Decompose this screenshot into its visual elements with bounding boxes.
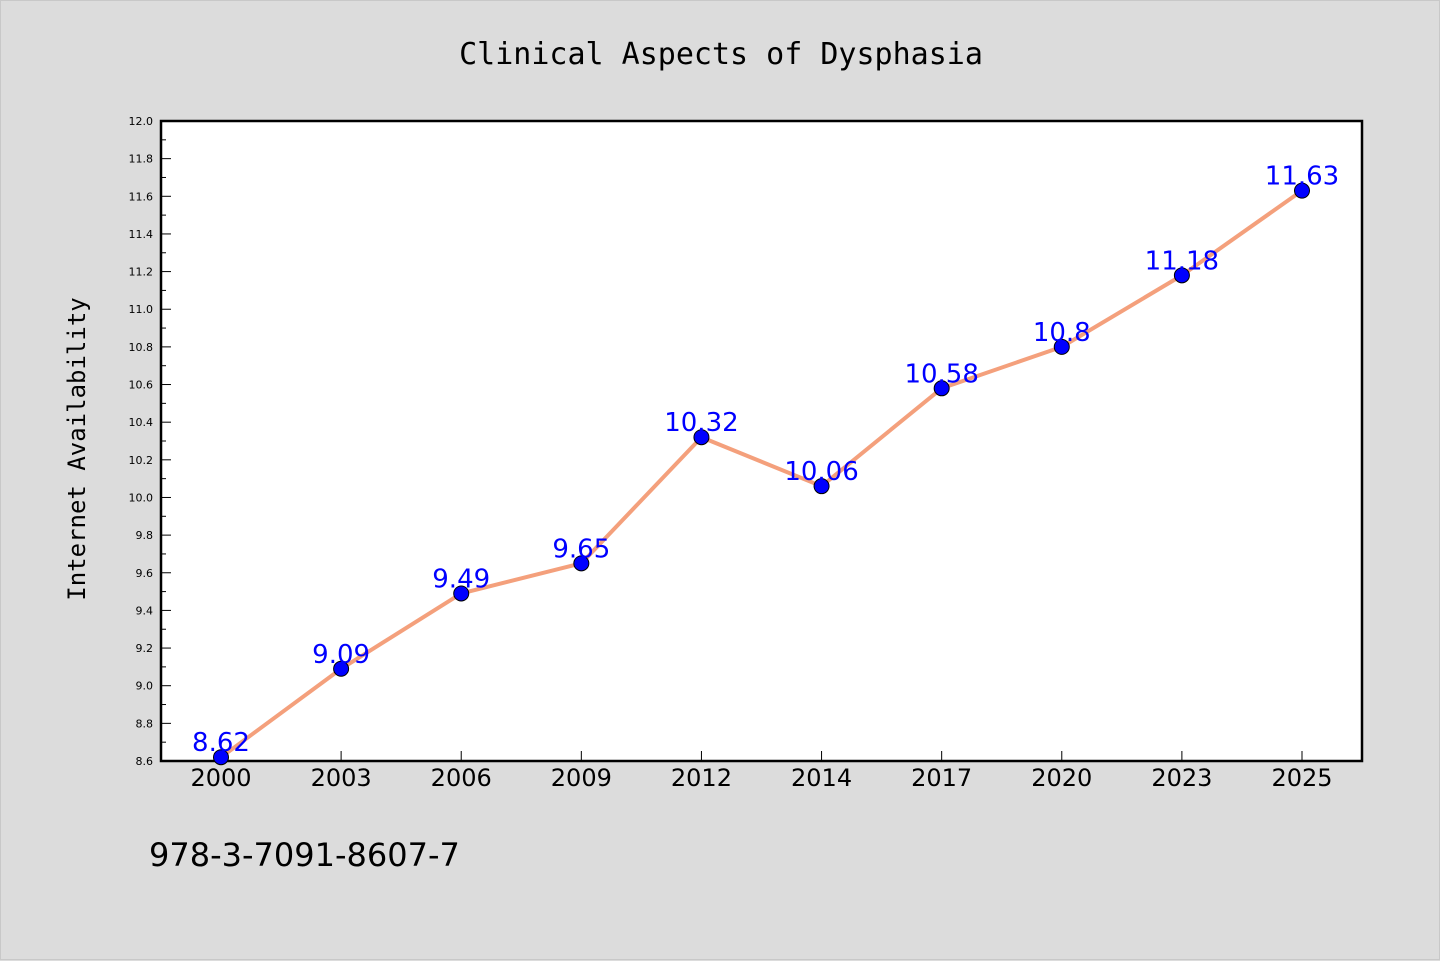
y-tick-label: 11.2 bbox=[129, 266, 154, 279]
data-point bbox=[933, 380, 950, 397]
y-tick-label: 10.0 bbox=[129, 491, 154, 504]
y-tick-label: 11.8 bbox=[129, 153, 154, 166]
y-tick-label: 10.6 bbox=[129, 379, 154, 392]
y-tick-label: 9.8 bbox=[136, 529, 154, 542]
data-label: 9.49 bbox=[432, 564, 490, 594]
y-tick-label: 10.8 bbox=[129, 341, 154, 354]
data-point bbox=[1294, 182, 1310, 199]
data-point bbox=[333, 660, 350, 677]
y-axis: 8.6 8.8 9.0 9.2 9.4 9.6 9.8 10.0 10.2 10.4 10.6 10.… bbox=[129, 115, 171, 768]
y-tick-label: 8.6 bbox=[136, 755, 154, 768]
y-tick-label: 9.6 bbox=[136, 567, 154, 580]
data-point bbox=[573, 555, 590, 572]
series-layer: 8.62 9.09 9.49 9.65 10.32 10.06 10.58 10.8 11.18… bbox=[192, 162, 1339, 766]
y-tick-label: 11.4 bbox=[129, 228, 154, 241]
data-point bbox=[213, 749, 229, 766]
y-tick-label: 9.4 bbox=[136, 604, 154, 617]
data-label: 10.8 bbox=[1033, 318, 1091, 348]
x-tick-label: 2003 bbox=[311, 764, 372, 792]
data-label: 10.58 bbox=[904, 359, 978, 389]
data-label: 11.18 bbox=[1145, 246, 1219, 276]
x-tick-label: 2000 bbox=[190, 764, 251, 792]
series-line bbox=[219, 189, 1304, 759]
y-tick-label: 11.6 bbox=[129, 190, 154, 203]
data-label: 9.65 bbox=[552, 534, 610, 564]
x-tick-label: 2006 bbox=[431, 764, 492, 792]
footer-code: 978-3-7091-8607-7 bbox=[149, 836, 460, 874]
data-label: 9.09 bbox=[312, 640, 370, 670]
y-tick-label: 12.0 bbox=[129, 115, 154, 128]
y-axis-label: Internet Availability bbox=[63, 297, 91, 600]
data-point bbox=[1053, 338, 1070, 355]
x-tick-label: 2025 bbox=[1271, 764, 1332, 792]
data-point bbox=[453, 585, 470, 602]
x-tick-label: 2009 bbox=[551, 764, 612, 792]
data-point bbox=[1173, 267, 1190, 284]
y-tick-label: 11.0 bbox=[129, 303, 154, 316]
data-point bbox=[813, 478, 830, 495]
y-tick-label: 10.2 bbox=[129, 454, 154, 467]
x-tick-label: 2012 bbox=[671, 764, 732, 792]
data-label: 8.62 bbox=[192, 728, 250, 758]
y-tick-label: 8.8 bbox=[136, 717, 154, 730]
x-axis: 2000 2003 2006 2009 2012 2014 2017 2020 2023 2025 bbox=[190, 751, 1333, 792]
data-label: 10.06 bbox=[784, 457, 858, 487]
data-label: 11.63 bbox=[1265, 162, 1339, 192]
y-tick-label: 9.2 bbox=[136, 642, 154, 655]
y-tick-label: 9.0 bbox=[136, 680, 154, 693]
data-point bbox=[693, 429, 710, 446]
x-tick-label: 2023 bbox=[1151, 764, 1212, 792]
chart-title: Clinical Aspects of Dysphasia bbox=[459, 37, 983, 72]
y-tick-label: 10.4 bbox=[129, 416, 154, 429]
data-label: 10.32 bbox=[664, 408, 738, 438]
x-tick-label: 2020 bbox=[1031, 764, 1092, 792]
x-tick-label: 2014 bbox=[791, 764, 852, 792]
x-tick-label: 2017 bbox=[911, 764, 972, 792]
